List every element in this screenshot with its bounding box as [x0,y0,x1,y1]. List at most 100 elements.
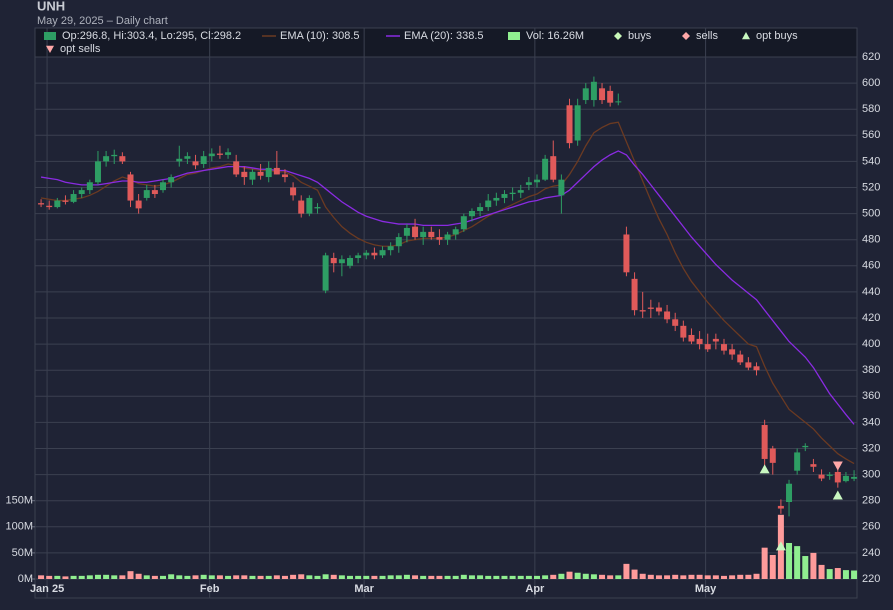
candle-body [233,161,240,175]
candle-body [143,190,150,198]
x-tick-label: May [695,583,717,595]
volume-bar [826,569,833,579]
volume-bar [257,575,264,579]
volume-bar [143,575,150,579]
legend-label: EMA (10): 308.5 [280,30,360,42]
legend-swatch [46,45,54,53]
volume-bar [704,575,711,579]
candle-body [322,255,329,291]
y-tick-label: 500 [862,208,880,220]
y-tick-label: 280 [862,495,880,507]
legend-swatch [44,32,56,40]
candle-body [151,190,158,195]
candle-body [664,311,671,320]
candle-body [460,216,467,230]
candle-body [420,231,427,238]
candle-body [550,156,557,180]
y2-tick-label: 0M [18,573,33,585]
volume-bar [54,575,61,579]
volume-bar [720,575,727,579]
candle-body [225,152,232,155]
candle-body [607,90,614,103]
volume-bar [810,552,817,579]
candle-body [46,205,53,208]
volume-bar [330,574,337,579]
volume-bar [501,575,508,579]
volume-bar [786,542,793,579]
candle-body [168,177,175,183]
candle-body [241,171,248,178]
legend-label: opt sells [60,43,101,55]
candle-body [769,448,776,463]
chart-title: UNH [37,0,65,13]
candle-body [387,246,394,251]
candle-body [273,167,280,175]
candle-body [818,474,825,479]
candle-body [249,171,256,180]
candle-body [720,344,727,351]
volume-bar [851,570,858,579]
candle-body [290,187,297,196]
volume-bar [818,564,825,579]
volume-bar [70,575,77,579]
x-tick-label: Feb [200,583,220,595]
candle-body [525,182,532,185]
legend-swatch [742,32,750,40]
volume-bar [664,575,671,579]
volume-bar [281,575,288,579]
legend-swatch [682,32,690,40]
volume-bar [371,575,378,579]
legend-label: Vol: 16.26M [526,30,584,42]
candle-body [208,153,215,157]
candle-body [257,171,264,176]
volume-bar [517,575,524,579]
candle-body [517,190,524,193]
grid: 220 240 260 280 300 320 340 360 380 400 420 440 460 4… [5,28,880,598]
volume-bar [525,575,532,579]
candle-body [582,88,589,101]
candle-body [127,174,134,201]
y-tick-label: 360 [862,390,880,402]
x-tick-label: Jan 25 [30,583,64,595]
candle-body [452,229,459,235]
volume-bar [631,569,638,579]
legend-label: opt buys [756,30,798,42]
y-tick-label: 340 [862,416,880,428]
candle-body [729,349,736,355]
candle-body [103,156,110,162]
volume-bar [412,575,419,579]
volume-bar [753,573,760,579]
candle-body [794,452,801,471]
candle-body [704,344,711,350]
volume-bar [151,575,158,579]
volume-bar [436,575,443,579]
y-tick-label: 380 [862,364,880,376]
volume-bar [802,556,809,579]
legend-label: Op:296.8, Hi:303.4, Lo:295, Cl:298.2 [62,30,241,42]
candle-body [745,362,752,368]
volume-bar [468,575,475,579]
volume-bar [834,568,841,579]
trade-marker [832,490,843,500]
candle-body [338,259,345,264]
y-tick-label: 400 [862,338,880,350]
volume-bar [542,575,549,579]
candle-body [395,237,402,247]
y2-tick-label: 50M [12,547,33,559]
y-tick-label: 240 [862,547,880,559]
legend-swatch [508,32,520,40]
volume-bar [460,574,467,579]
volume-bar [607,575,614,579]
candle-body [468,210,475,217]
candle-body [184,156,191,159]
volume-bar [452,575,459,579]
volume-bar [420,575,427,579]
volume-bar [347,575,354,579]
x-tick-label: Apr [525,583,545,595]
volume-bar [672,574,679,579]
volume-bar [509,575,516,579]
volume-bar [192,575,199,579]
volume-bar [314,575,321,579]
volume-bar [566,571,573,579]
candle-body [78,190,85,195]
